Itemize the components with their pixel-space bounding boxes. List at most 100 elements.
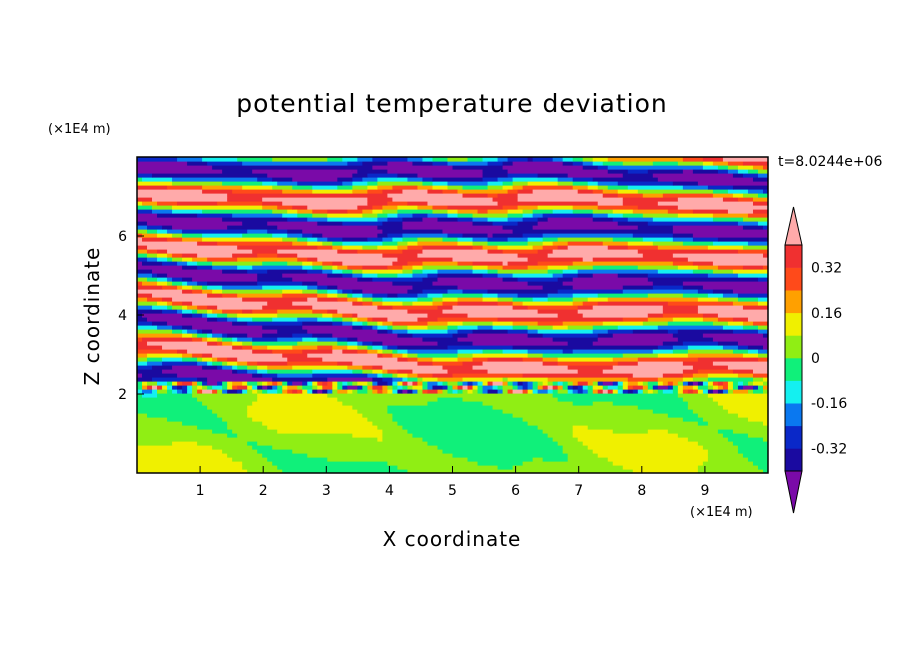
field-cell [717, 317, 734, 322]
field-cell [207, 405, 248, 410]
field-cell [592, 341, 664, 346]
field-cell [457, 329, 474, 334]
field-cell [147, 341, 208, 346]
field-cell [407, 469, 634, 473]
field-cell [752, 389, 764, 394]
field-cell [382, 205, 399, 210]
field-cell [752, 209, 768, 214]
field-cell [517, 193, 604, 198]
field-cell [392, 329, 409, 334]
field-cell [572, 185, 589, 190]
field-cell [487, 269, 499, 274]
field-cell [712, 213, 749, 218]
field-cell [657, 385, 669, 390]
field-cell [732, 289, 768, 294]
field-cell [462, 385, 469, 390]
field-cell [742, 381, 749, 386]
field-cell [287, 233, 303, 238]
field-cell [667, 413, 699, 418]
field-cell [377, 353, 383, 358]
field-cell [212, 445, 253, 450]
field-cell [372, 277, 424, 282]
field-cell [437, 217, 459, 222]
field-cell [137, 209, 153, 214]
x-tick-label: 2 [259, 483, 268, 499]
field-cell [357, 317, 368, 322]
field-cell [502, 381, 509, 386]
field-cell [232, 337, 238, 342]
field-cell [382, 377, 394, 382]
field-cell [332, 321, 343, 326]
field-cell [652, 385, 659, 390]
field-cell [322, 385, 333, 390]
field-cell [272, 377, 328, 382]
field-cell [367, 389, 373, 394]
field-cell [362, 297, 373, 302]
x-axis-unit: (×1E4 m) [690, 505, 753, 520]
field-cell [182, 285, 193, 290]
field-cell [332, 389, 338, 394]
field-cell [247, 441, 258, 446]
field-cell [262, 261, 288, 266]
field-cell [252, 337, 278, 342]
field-cell [217, 317, 228, 322]
field-cell [512, 381, 519, 386]
field-cell [172, 209, 203, 214]
field-cell [762, 385, 768, 390]
field-cell [377, 381, 388, 386]
field-cell [482, 177, 499, 182]
field-cell [457, 325, 479, 330]
field-cell [387, 385, 394, 390]
field-cell [337, 309, 409, 314]
field-cell [602, 241, 629, 246]
field-cell [432, 385, 444, 390]
field-cell [187, 305, 198, 310]
field-cell [742, 265, 764, 270]
field-cell [162, 309, 178, 314]
field-cell [412, 273, 429, 278]
field-cell [147, 297, 163, 302]
field-cell [147, 249, 158, 254]
field-cell [752, 369, 768, 374]
field-cell [712, 161, 729, 166]
field-cell [342, 181, 353, 186]
field-cell [752, 201, 768, 206]
field-cell [327, 309, 338, 314]
field-cell [382, 301, 404, 306]
field-cell [612, 429, 649, 434]
field-cell [647, 221, 739, 226]
field-cell [237, 293, 283, 298]
field-cell [432, 301, 444, 306]
field-cell [137, 221, 148, 226]
field-cell [147, 225, 163, 230]
field-cell [527, 181, 559, 186]
field-cell [222, 337, 233, 342]
field-cell [712, 269, 734, 274]
field-cell [347, 265, 363, 270]
field-cell [222, 181, 263, 186]
field-cell [707, 449, 739, 454]
field-cell [137, 437, 378, 442]
field-cell [142, 281, 158, 286]
field-cell [417, 237, 444, 242]
field-cell [397, 385, 404, 390]
field-cell [592, 385, 604, 390]
field-cell [292, 365, 348, 370]
field-cell [517, 385, 524, 390]
field-cell [502, 377, 509, 382]
field-cell [522, 301, 574, 306]
field-cell [762, 345, 768, 350]
field-cell [387, 233, 404, 238]
field-cell [557, 313, 584, 318]
field-cell [692, 381, 699, 386]
field-cell [637, 357, 699, 362]
field-cell [382, 297, 419, 302]
field-cell [382, 229, 444, 234]
field-cell [657, 381, 664, 386]
field-cell [362, 177, 378, 182]
field-cell [442, 297, 459, 302]
field-cell [382, 321, 394, 326]
field-cell [382, 437, 424, 442]
field-cell [157, 389, 168, 394]
